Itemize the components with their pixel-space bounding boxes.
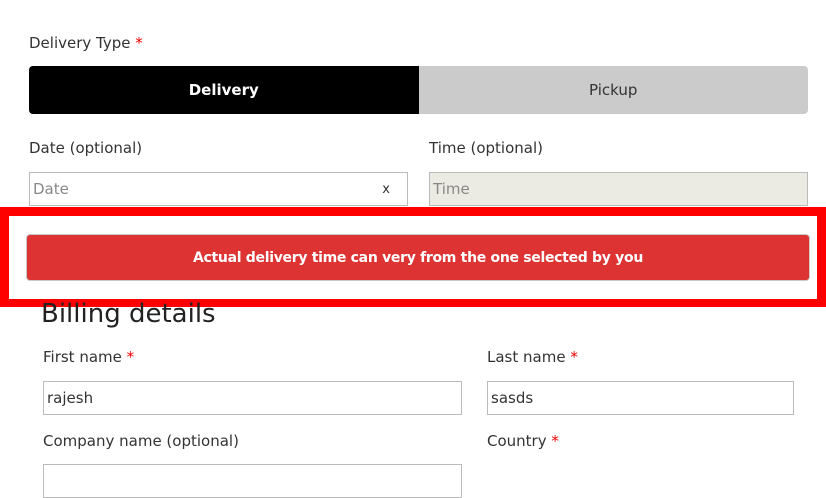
time-placeholder: Time bbox=[433, 180, 470, 198]
date-input[interactable]: Date x bbox=[29, 172, 408, 206]
first-name-input[interactable]: rajesh bbox=[43, 381, 462, 415]
time-input[interactable]: Time bbox=[429, 172, 808, 206]
last-name-input[interactable]: sasds bbox=[487, 381, 794, 415]
delivery-type-toggle: Delivery Pickup bbox=[29, 66, 808, 114]
pickup-option[interactable]: Pickup bbox=[418, 66, 808, 114]
billing-title: Billing details bbox=[41, 299, 216, 329]
company-input[interactable] bbox=[43, 464, 462, 498]
delivery-type-label: Delivery Type * bbox=[29, 34, 143, 52]
time-label: Time (optional) bbox=[429, 139, 543, 157]
date-placeholder: Date bbox=[33, 180, 69, 198]
delivery-notice-button[interactable]: Actual delivery time can very from the o… bbox=[26, 234, 810, 281]
company-label: Company name (optional) bbox=[43, 432, 239, 450]
delivery-option[interactable]: Delivery bbox=[29, 66, 419, 114]
date-label: Date (optional) bbox=[29, 139, 143, 157]
clear-date-button[interactable]: x bbox=[382, 181, 390, 197]
highlight-box bbox=[0, 207, 826, 307]
last-name-label: Last name * bbox=[487, 348, 578, 366]
first-name-label: First name * bbox=[43, 348, 135, 366]
country-label: Country * bbox=[487, 432, 559, 450]
